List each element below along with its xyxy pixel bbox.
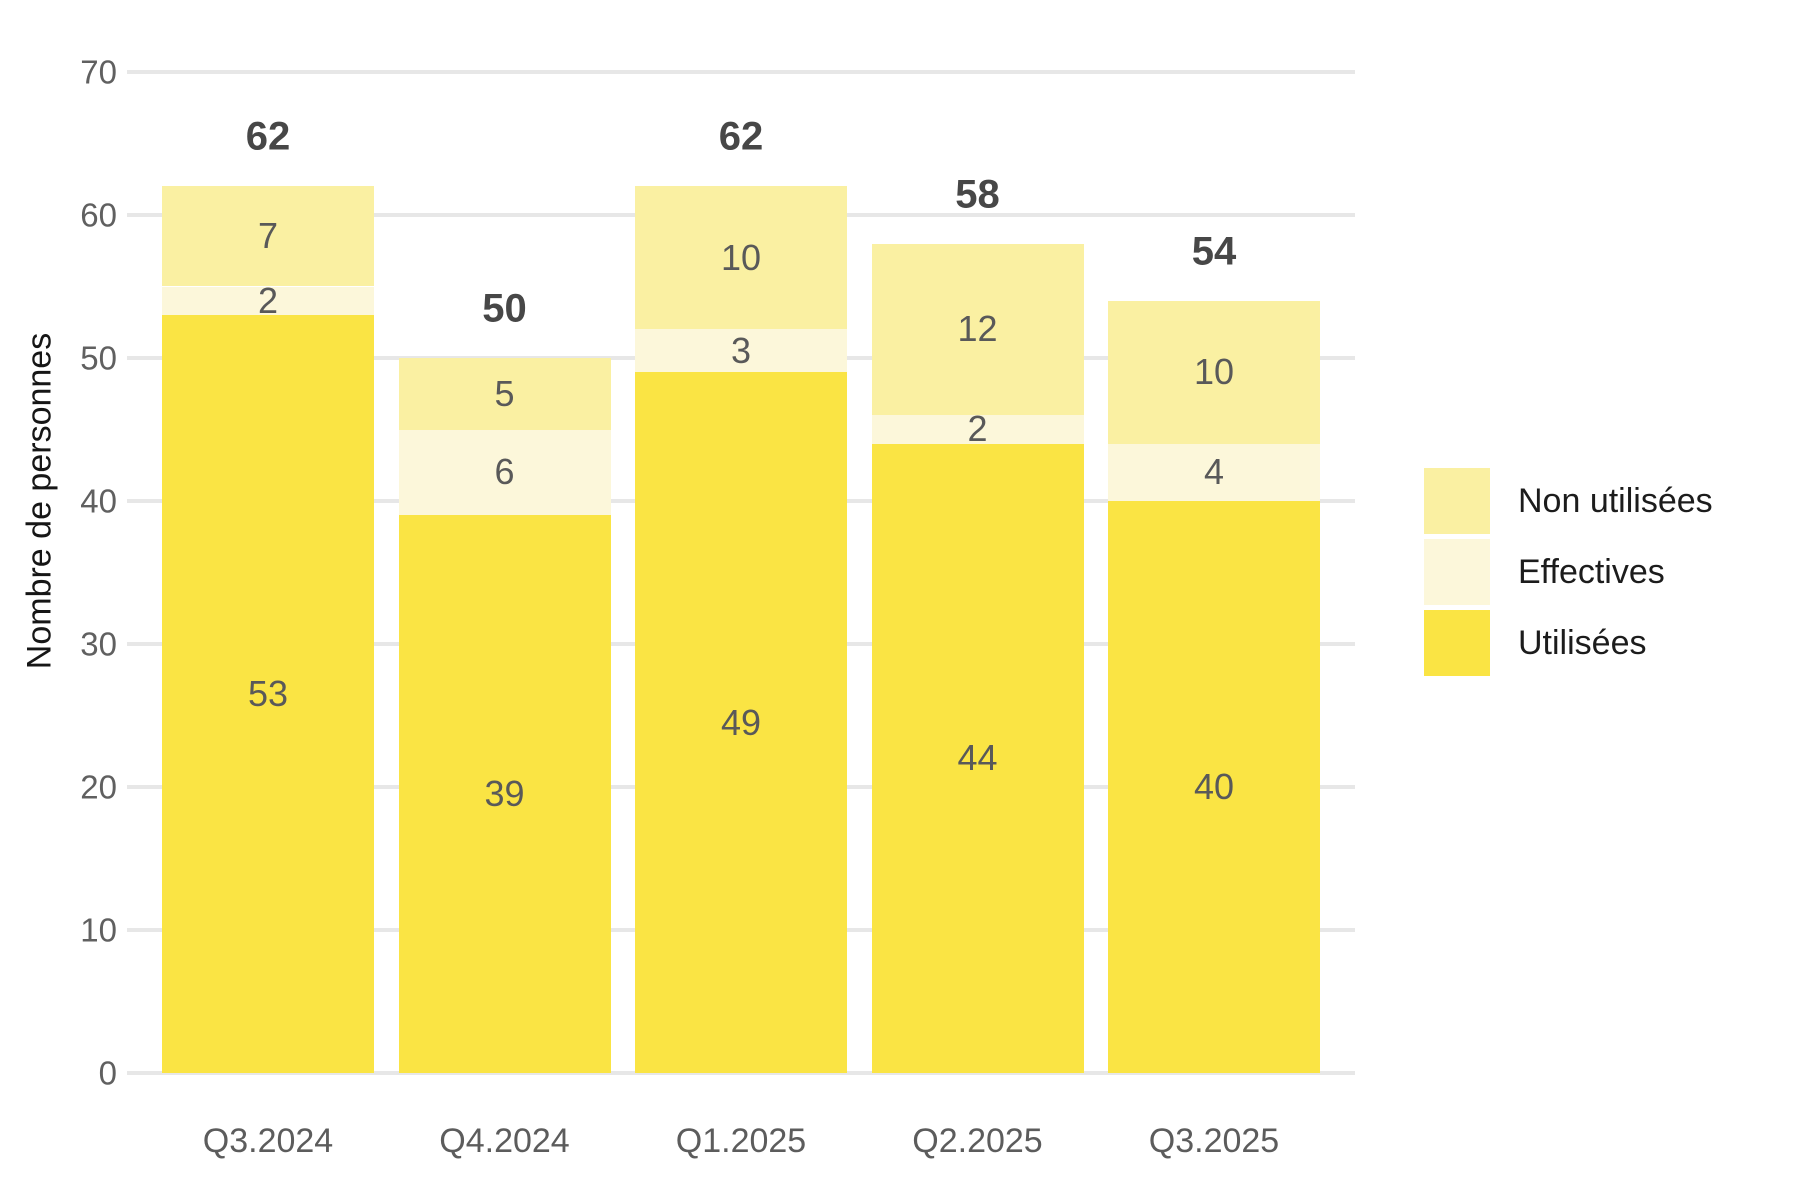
y-tick-label-30: 30 <box>80 625 117 663</box>
segment-value-label: 5 <box>494 372 515 414</box>
bar-q3-2024-segment-utilis-es: 53 <box>162 315 374 1073</box>
bar-q1-2025-segment-utilis-es: 49 <box>635 372 847 1073</box>
total-label-q1-2025: 62 <box>718 114 764 159</box>
segment-value-label: 12 <box>957 308 998 350</box>
y-tick-label-50: 50 <box>80 339 117 377</box>
segment-value-label: 7 <box>257 215 279 257</box>
segment-value-label: 2 <box>967 408 988 450</box>
bar-q3-2024-segment-effectives: 2 <box>162 282 374 318</box>
x-tick-label-q3-2024: Q3.2024 <box>202 1122 334 1160</box>
segment-value-label: 6 <box>494 451 515 493</box>
legend: Non utilisées Effectives Utilisées <box>1424 468 1713 681</box>
x-tick-label-q3-2025: Q3.2025 <box>1148 1122 1280 1160</box>
legend-swatch-utilis-es <box>1424 610 1490 676</box>
segment-value-label: 10 <box>720 236 762 278</box>
legend-item-effectives: Effectives <box>1424 539 1713 605</box>
y-tick-label-60: 60 <box>80 196 117 234</box>
legend-item-utilis-es: Utilisées <box>1424 610 1713 676</box>
bar-q2-2025-segment-utilis-es: 44 <box>871 443 1084 1073</box>
y-tick-label-10: 10 <box>80 911 117 949</box>
legend-label: Utilisées <box>1518 623 1647 662</box>
y-tick-label-20: 20 <box>80 768 117 806</box>
bar-q4-2024-segment-non-utilis-es: 5 <box>398 358 611 430</box>
legend-swatch-non-utilis-es <box>1424 468 1490 534</box>
legend-label: Effectives <box>1518 552 1665 591</box>
bar-q1-2025-segment-non-utilis-es: 10 <box>635 186 847 330</box>
bar-q4-2024-segment-utilis-es: 39 <box>398 515 611 1073</box>
y-tick-label-40: 40 <box>80 482 117 520</box>
gridline-y-70 <box>127 70 1355 74</box>
segment-value-label: 10 <box>1193 351 1235 393</box>
x-tick-label-q4-2024: Q4.2024 <box>439 1122 570 1160</box>
legend-label: Non utilisées <box>1518 481 1713 520</box>
segment-value-label: 40 <box>1193 766 1235 807</box>
total-label-q3-2025: 54 <box>1191 229 1237 274</box>
total-label-q4-2024: 50 <box>482 286 527 331</box>
bar-q1-2025-segment-effectives: 3 <box>635 329 847 373</box>
segment-value-label: 49 <box>720 701 762 743</box>
bar-q3-2025-segment-utilis-es: 40 <box>1108 501 1320 1073</box>
total-label-q3-2024: 62 <box>245 114 291 159</box>
legend-item-non-utilis-es: Non utilisées <box>1424 468 1713 534</box>
bar-q3-2025-segment-effectives: 4 <box>1108 443 1320 501</box>
segment-value-label: 3 <box>730 329 752 371</box>
y-tick-label-0: 0 <box>98 1054 117 1092</box>
segment-value-label: 39 <box>484 773 525 815</box>
total-label-q2-2025: 58 <box>955 172 1000 217</box>
gridline-y-0 <box>127 1071 1355 1075</box>
bar-q3-2025-segment-non-utilis-es: 10 <box>1108 300 1320 444</box>
bar-q4-2024-segment-effectives: 6 <box>398 429 611 516</box>
y-tick-label-70: 70 <box>80 53 117 91</box>
segment-value-label: 44 <box>957 737 998 779</box>
bar-q2-2025-segment-non-utilis-es: 12 <box>871 243 1084 416</box>
segment-value-label: 4 <box>1203 451 1225 493</box>
legend-swatch-effectives <box>1424 539 1490 605</box>
segment-value-label: 2 <box>257 279 279 321</box>
bar-q2-2025-segment-effectives: 2 <box>871 411 1084 447</box>
segment-value-label: 53 <box>247 673 289 715</box>
x-tick-label-q1-2025: Q1.2025 <box>675 1122 807 1160</box>
bar-q3-2024-segment-non-utilis-es: 7 <box>162 186 374 287</box>
x-tick-label-q2-2025: Q2.2025 <box>912 1122 1043 1160</box>
